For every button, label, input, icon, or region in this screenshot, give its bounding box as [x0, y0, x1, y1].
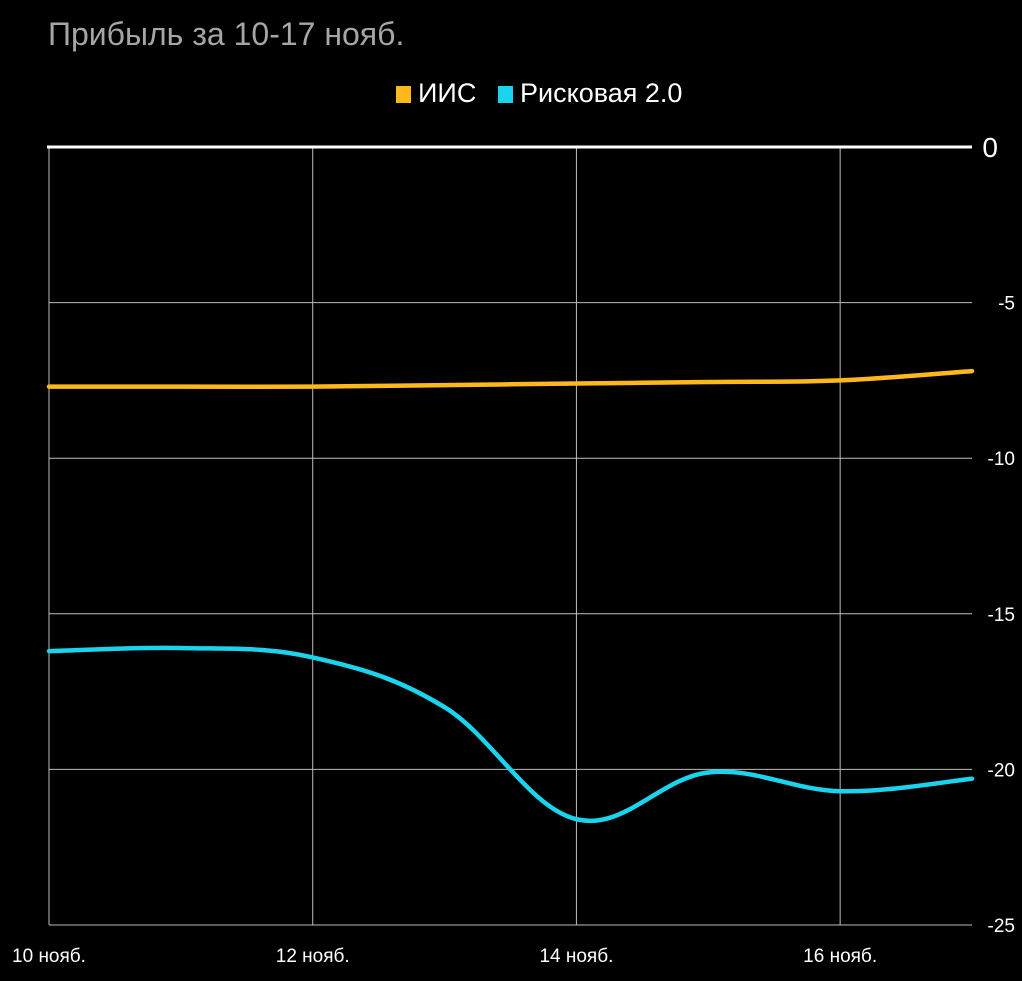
legend-swatch-riskovaya: [498, 86, 513, 103]
y-tick-label: 0: [982, 132, 998, 163]
y-axis: 0 -5 -10 -15 -20 -25: [982, 132, 1015, 937]
y-tick-label: -20: [988, 760, 1015, 781]
y-tick-label: -15: [988, 605, 1015, 626]
legend-label-iis: ИИС: [418, 78, 476, 108]
x-tick-label: 12 нояб.: [276, 946, 350, 967]
y-tick-label: -25: [988, 916, 1015, 937]
y-tick-label: -10: [988, 449, 1015, 470]
x-tick-label: 16 нояб.: [803, 946, 877, 967]
plot-area: [46, 368, 975, 824]
legend-swatch-iis: [396, 86, 411, 103]
x-tick-label: 10 нояб.: [12, 946, 86, 967]
x-axis: 10 нояб. 12 нояб. 14 нояб. 16 нояб.: [12, 946, 877, 967]
legend-label-riskovaya: Рисковая 2.0: [520, 78, 682, 108]
legend: ИИС Рисковая 2.0: [396, 78, 682, 108]
chart-title: Прибыль за 10-17 нояб.: [48, 16, 404, 52]
grid: [47, 145, 972, 926]
series-line-riskovaya: [46, 645, 975, 824]
series-line-iis: [46, 368, 975, 389]
y-tick-label: -5: [998, 294, 1015, 315]
x-tick-label: 14 нояб.: [539, 946, 613, 967]
